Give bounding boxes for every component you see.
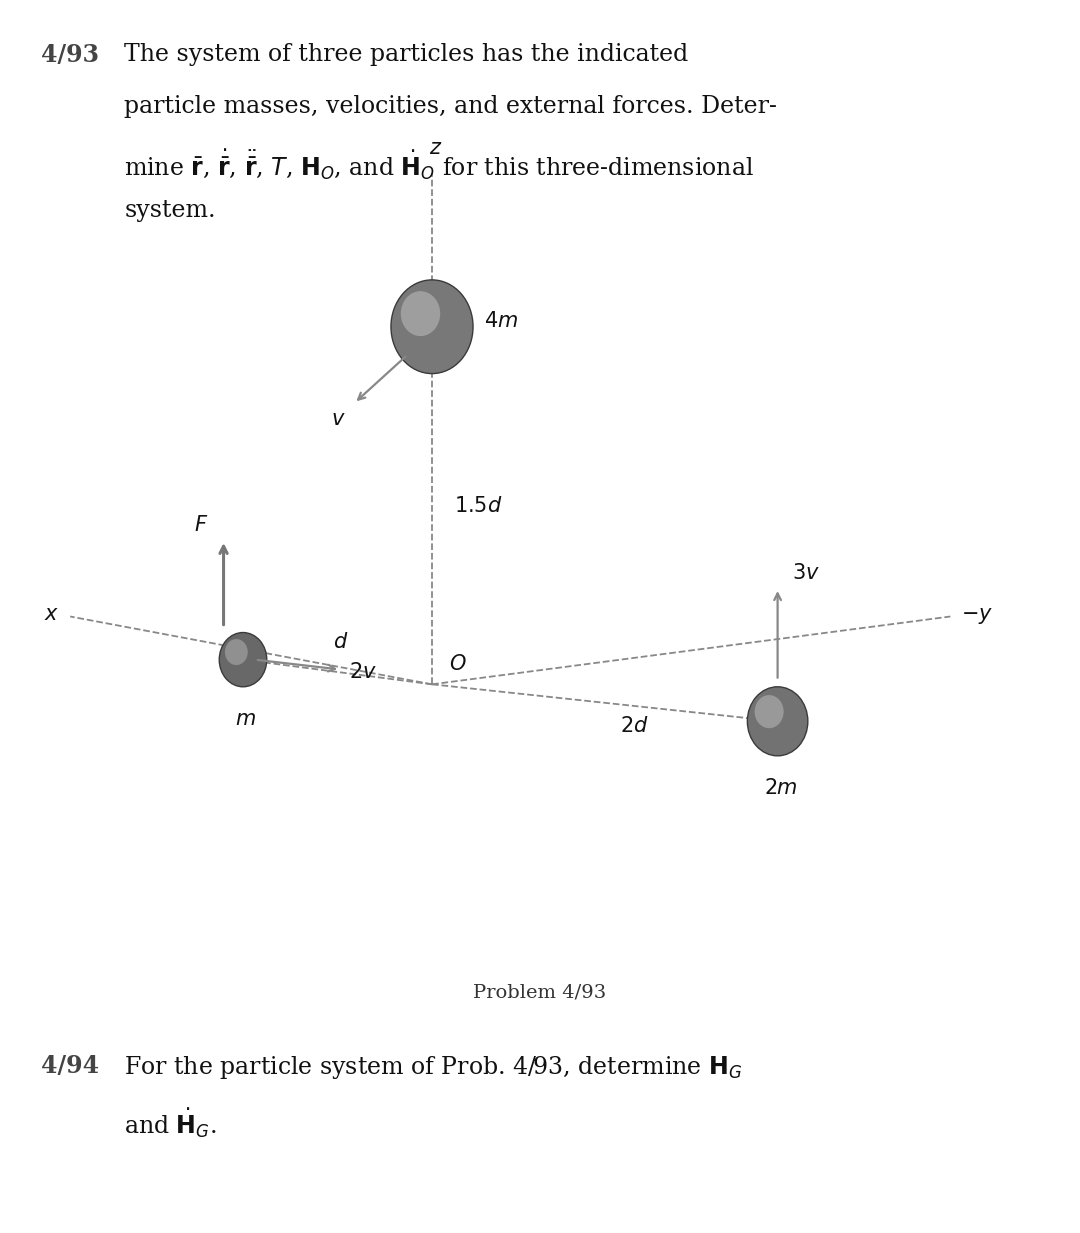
Text: $2m$: $2m$: [764, 778, 798, 798]
Text: $z$: $z$: [429, 138, 442, 158]
Text: $F$: $F$: [194, 515, 208, 535]
Text: Problem 4/93: Problem 4/93: [473, 984, 607, 1001]
Text: system.: system.: [124, 199, 216, 222]
Circle shape: [401, 291, 441, 337]
Text: $1.5d$: $1.5d$: [454, 496, 502, 515]
Circle shape: [391, 280, 473, 374]
Text: $O$: $O$: [449, 655, 467, 674]
Circle shape: [225, 639, 247, 665]
Text: mine $\bar{\mathbf{r}}$, $\dot{\bar{\mathbf{r}}}$, $\ddot{\bar{\mathbf{r}}}$, $T: mine $\bar{\mathbf{r}}$, $\dot{\bar{\mat…: [124, 147, 754, 181]
Circle shape: [747, 687, 808, 756]
Circle shape: [219, 633, 267, 687]
Text: $3v$: $3v$: [792, 563, 820, 583]
Text: 4/94: 4/94: [41, 1054, 99, 1078]
Circle shape: [755, 695, 784, 729]
Text: particle masses, velocities, and external forces. Deter-: particle masses, velocities, and externa…: [124, 95, 778, 118]
Text: $4m$: $4m$: [484, 311, 518, 330]
Text: $-y$: $-y$: [961, 607, 994, 626]
Text: 4/93: 4/93: [41, 43, 99, 67]
Text: $x$: $x$: [44, 604, 59, 624]
Text: $d$: $d$: [334, 633, 349, 652]
Text: $2v$: $2v$: [349, 662, 377, 682]
Text: The system of three particles has the indicated: The system of three particles has the in…: [124, 43, 688, 67]
Text: For the particle system of Prob. 4/93, determine $\mathbf{H}_G$: For the particle system of Prob. 4/93, d…: [124, 1054, 743, 1081]
Text: $v$: $v$: [330, 409, 346, 429]
Text: $2d$: $2d$: [620, 716, 649, 736]
Text: and $\dot{\mathbf{H}}_G$.: and $\dot{\mathbf{H}}_G$.: [124, 1106, 217, 1141]
Text: $m$: $m$: [234, 709, 256, 729]
